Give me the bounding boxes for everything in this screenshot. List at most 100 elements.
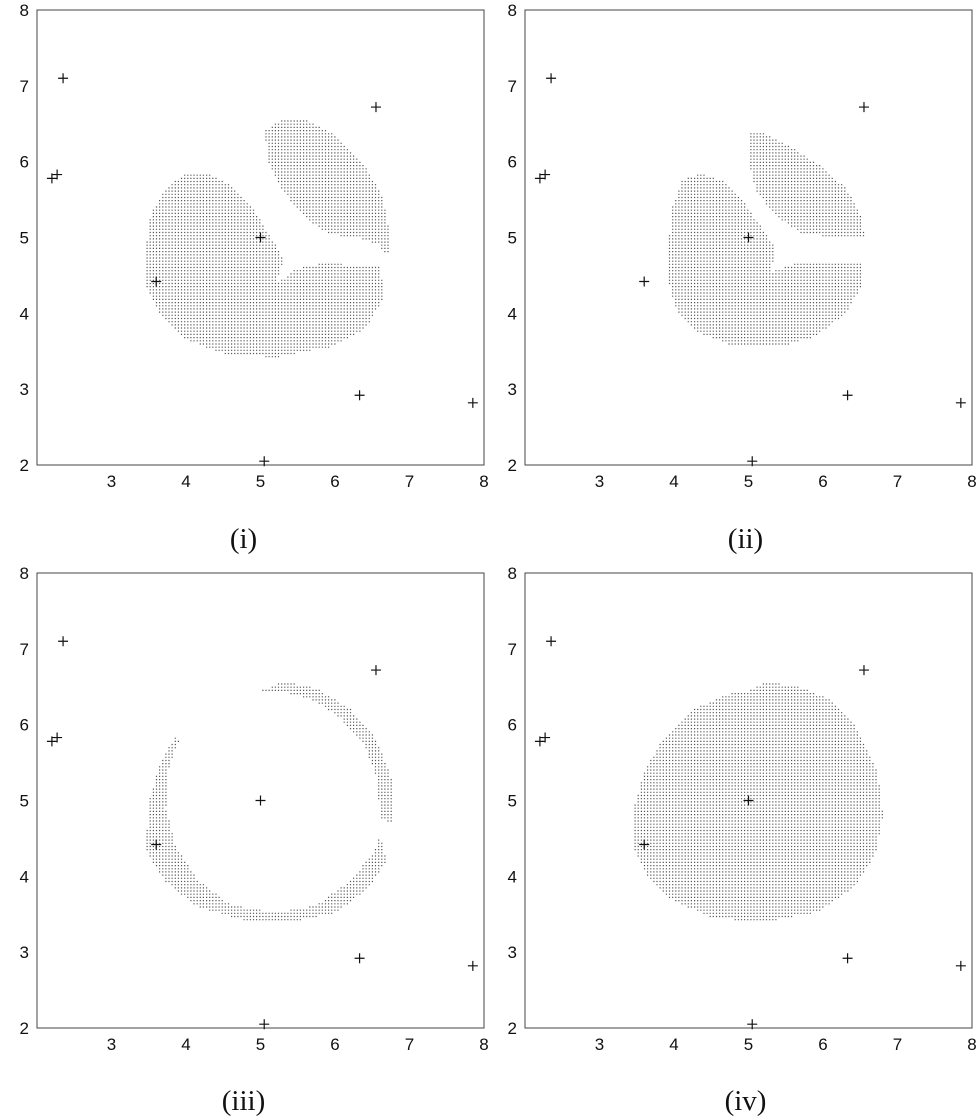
y-tick-label: 6 [508, 716, 517, 735]
data-point-marker [747, 456, 758, 467]
data-point-marker [546, 73, 557, 84]
x-tick-label: 6 [330, 1035, 339, 1054]
panel-3: 2 3 4 5 6 7 8 3 4 5 6 7 8 (iii) [20, 564, 489, 1117]
data-point-marker [259, 456, 270, 467]
y-tick-label: 2 [508, 1019, 517, 1038]
y-tick-label: 4 [20, 867, 29, 886]
panel-4: 2 3 4 5 6 7 8 3 4 5 6 7 8 (iv) [508, 564, 977, 1117]
region-lower-left-lobe [146, 174, 383, 358]
data-point-marker [52, 732, 63, 743]
panel-caption: (iv) [725, 1085, 767, 1117]
y-tick-label: 3 [508, 943, 517, 962]
region-stipple [146, 174, 383, 358]
region-stipple [750, 133, 865, 237]
x-tick-label: 6 [818, 472, 827, 491]
region-stipple [668, 174, 861, 345]
x-tick-label: 3 [595, 1035, 604, 1054]
x-tick-label: 4 [669, 472, 678, 491]
y-tick-label: 3 [508, 380, 517, 399]
data-point-marker [354, 390, 365, 401]
data-point-marker [370, 665, 381, 676]
data-point-marker [255, 232, 266, 243]
region-filled-disk [634, 683, 883, 921]
data-point-marker [955, 397, 966, 408]
y-tick-label: 8 [508, 1, 517, 20]
plot-frame [36, 9, 485, 466]
data-point-marker [58, 73, 69, 84]
region-left-bottom-arc [146, 737, 386, 921]
y-tick-label: 8 [20, 564, 29, 583]
x-tick-label: 5 [744, 472, 753, 491]
y-tick-label: 7 [20, 77, 29, 96]
region-upper-right-lobe [265, 120, 389, 253]
x-tick-label: 8 [967, 472, 976, 491]
x-tick-label: 7 [893, 472, 902, 491]
x-tick-label: 7 [405, 472, 414, 491]
y-tick-label: 8 [20, 1, 29, 20]
x-tick-label: 8 [479, 1035, 488, 1054]
y-tick-label: 5 [20, 229, 29, 248]
y-tick-label: 7 [508, 640, 517, 659]
data-point-marker [467, 397, 478, 408]
y-tick-label: 4 [508, 867, 517, 886]
data-point-marker [370, 102, 381, 113]
data-point-marker [52, 169, 63, 180]
y-tick-label: 5 [508, 229, 517, 248]
data-point-marker [255, 795, 266, 806]
data-point-marker [354, 953, 365, 964]
x-tick-label: 7 [405, 1035, 414, 1054]
data-point-marker [955, 960, 966, 971]
x-tick-label: 7 [893, 1035, 902, 1054]
data-point-marker [639, 839, 650, 850]
x-tick-label: 5 [256, 472, 265, 491]
region-stipple [634, 683, 883, 921]
y-tick-label: 5 [20, 792, 29, 811]
y-tick-label: 4 [508, 304, 517, 323]
x-tick-label: 3 [107, 1035, 116, 1054]
panel-caption: (i) [230, 523, 257, 555]
data-point-marker [540, 732, 551, 743]
region-lower-left-lobe [668, 174, 861, 345]
data-point-marker [842, 390, 853, 401]
x-tick-label: 8 [479, 472, 488, 491]
data-point-marker [259, 1019, 270, 1030]
y-tick-label: 2 [20, 1019, 29, 1038]
data-point-marker [46, 173, 57, 184]
y-tick-label: 2 [508, 456, 517, 475]
y-tick-label: 7 [508, 77, 517, 96]
x-tick-label: 6 [330, 472, 339, 491]
region-stipple [265, 120, 389, 253]
data-point-marker [639, 276, 650, 287]
plot-frame [524, 9, 973, 466]
data-point-marker [842, 953, 853, 964]
data-point-marker [540, 169, 551, 180]
x-tick-label: 3 [595, 472, 604, 491]
data-point-marker [467, 960, 478, 971]
x-tick-label: 4 [669, 1035, 678, 1054]
x-tick-label: 5 [744, 1035, 753, 1054]
region-upper-right-arc [262, 683, 392, 822]
plot-frame [36, 572, 485, 1029]
y-tick-label: 3 [20, 380, 29, 399]
data-point-marker [546, 636, 557, 647]
panel-1: 2 3 4 5 6 7 8 3 4 5 6 7 8 (i) [20, 1, 489, 555]
data-point-marker [46, 736, 57, 747]
y-tick-label: 2 [20, 456, 29, 475]
x-tick-label: 8 [967, 1035, 976, 1054]
y-tick-label: 8 [508, 564, 517, 583]
data-point-marker [743, 795, 754, 806]
data-point-marker [858, 665, 869, 676]
data-point-marker [534, 736, 545, 747]
x-tick-label: 4 [181, 1035, 190, 1054]
y-tick-label: 6 [20, 716, 29, 735]
data-point-marker [151, 276, 162, 287]
plot-frame [524, 572, 973, 1029]
x-tick-label: 4 [181, 472, 190, 491]
y-tick-label: 5 [508, 792, 517, 811]
data-point-marker [534, 173, 545, 184]
x-tick-label: 6 [818, 1035, 827, 1054]
y-tick-label: 6 [20, 153, 29, 172]
panel-caption: (iii) [222, 1085, 266, 1117]
x-tick-label: 5 [256, 1035, 265, 1054]
